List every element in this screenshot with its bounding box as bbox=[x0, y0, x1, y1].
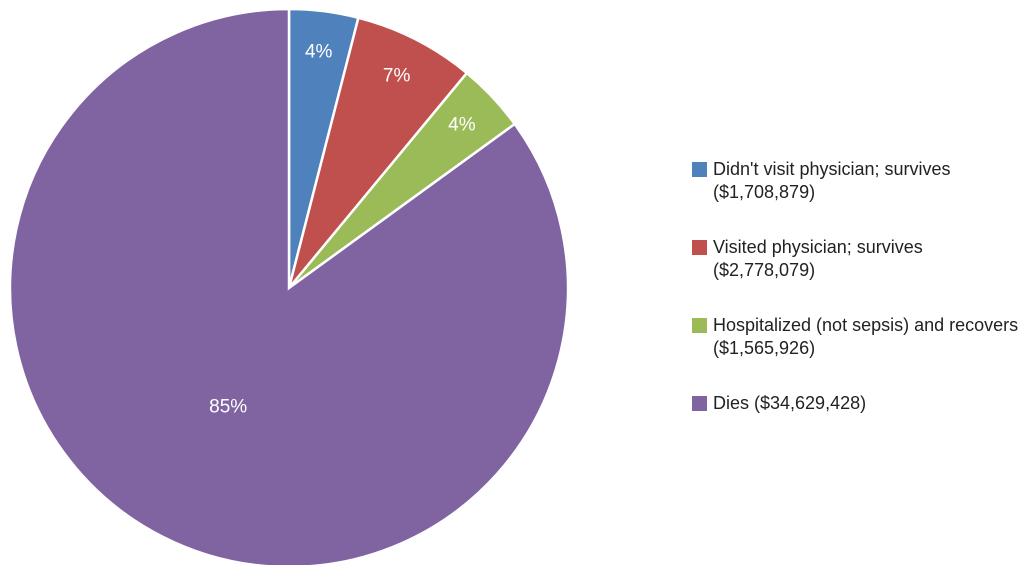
legend-label: Didn't visit physician; survives ($1,708… bbox=[713, 159, 951, 202]
legend-swatch bbox=[692, 240, 707, 255]
legend-item: Hospitalized (not sepsis) and recovers (… bbox=[692, 314, 1022, 384]
data-label: 4% bbox=[448, 115, 476, 136]
legend-label: Hospitalized (not sepsis) and recovers (… bbox=[713, 315, 1019, 358]
legend-swatch bbox=[692, 318, 707, 333]
legend-swatch bbox=[692, 396, 707, 411]
legend-label: Visited physician; survives ($2,778,079) bbox=[713, 237, 923, 280]
data-label: 4% bbox=[305, 42, 333, 63]
legend-item: Dies ($34,629,428) bbox=[692, 392, 1022, 415]
legend-item: Didn't visit physician; survives ($1,708… bbox=[692, 158, 1022, 228]
pie-slice bbox=[8, 7, 570, 565]
legend-item: Visited physician; survives ($2,778,079) bbox=[692, 236, 1022, 306]
pie-slice bbox=[287, 16, 469, 289]
legend-label: Dies ($34,629,428) bbox=[713, 393, 867, 413]
legend: Didn't visit physician; survives ($1,708… bbox=[692, 158, 1022, 423]
legend-swatch bbox=[692, 162, 707, 177]
data-label: 7% bbox=[383, 66, 411, 87]
data-label: 85% bbox=[209, 396, 247, 417]
